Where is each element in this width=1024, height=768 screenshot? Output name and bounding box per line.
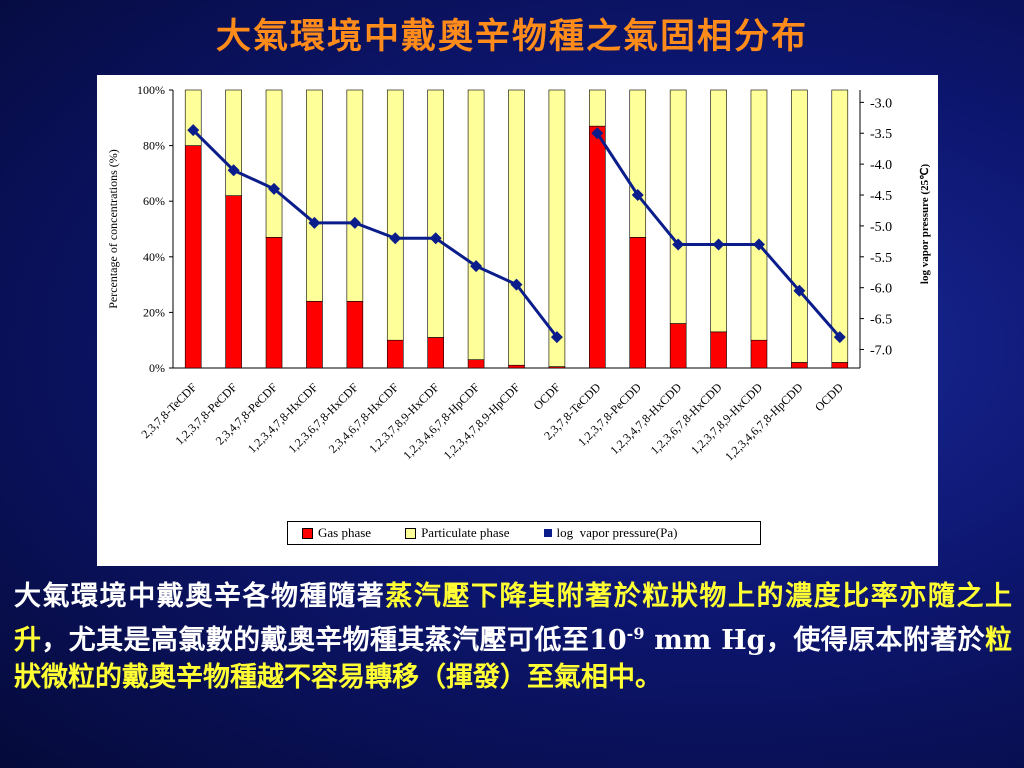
chart-legend: Gas phase Particulate phase log vapor pr…	[287, 521, 761, 545]
y-tick-label-right: -7.0	[870, 343, 892, 358]
bar-gas	[831, 362, 849, 369]
bar-gas	[750, 339, 768, 369]
vapor-pressure-marker	[510, 278, 523, 291]
legend-item-gas: Gas phase	[302, 525, 371, 541]
y-axis-label-right: log vapor pressure (25℃)	[919, 164, 931, 285]
bar-particulate	[589, 89, 606, 127]
legend-swatch-particulate	[405, 527, 417, 539]
bar-gas	[386, 339, 404, 369]
chart-svg: 0% 20% 40% 60% 80% 100% -3.0 -3.5 -4.0 -4.5 -5.0 -5…	[106, 83, 931, 464]
y-tick-label-left: 60%	[143, 194, 165, 208]
bar-particulate	[265, 89, 283, 238]
bar-particulate	[346, 89, 364, 302]
y-tick-label-left: 40%	[143, 250, 165, 264]
bar-particulate	[548, 89, 566, 367]
bar-gas	[306, 300, 323, 369]
x-tick-label: OCDF	[530, 380, 563, 413]
bar-gas	[710, 331, 727, 369]
y-tick-label-right: -4.5	[870, 189, 892, 204]
bar-particulate	[750, 89, 768, 341]
bar-particulate	[427, 89, 444, 338]
caption-highlight-1: 蒸汽壓下降其附著於粒狀物上的濃度比率亦隨之上升	[14, 581, 1012, 656]
vapor-pressure-marker	[550, 331, 563, 344]
vapor-pressure-marker	[793, 284, 806, 297]
bar-gas	[265, 237, 283, 369]
legend-item-particulate: Particulate phase	[405, 525, 510, 541]
vapor-pressure-marker	[187, 124, 200, 137]
bar-particulate	[467, 89, 485, 360]
x-tick-label: 1,2,3,4,6,7,8-HpCDD	[722, 380, 806, 464]
bar-particulate	[791, 89, 808, 363]
vapor-pressure-marker	[833, 331, 846, 344]
caption-part-3: ，尤其是高氯數的戴奧辛物種其蒸汽壓可低至10	[41, 625, 627, 656]
vapor-pressure-marker	[308, 216, 321, 229]
bar-particulate	[225, 89, 242, 196]
legend-label-particulate: Particulate phase	[421, 525, 510, 540]
legend-label-gas: Gas phase	[318, 525, 372, 540]
x-tick-label: 2,3,4,6,7,8-HxCDF	[326, 380, 402, 456]
y-tick-label-left: 80%	[143, 139, 165, 153]
y-tick-label-left: 20%	[143, 305, 165, 319]
bar-gas	[589, 125, 606, 369]
x-tick-label: 1,2,3,7,8,9-HxCDD	[688, 380, 765, 457]
y-tick-label-right: -4.0	[870, 158, 892, 173]
vapor-pressure-marker	[591, 127, 604, 140]
legend-item-vapor: log vapor pressure(Pa)	[543, 525, 678, 541]
bar-gas	[467, 359, 485, 369]
bar-gas	[791, 362, 808, 369]
bar-gas	[184, 145, 202, 369]
y-axis-label-left: Percentage of concentrations (%)	[106, 149, 120, 309]
vapor-pressure-line-pcdf	[192, 129, 559, 339]
bar-particulate	[629, 89, 647, 238]
vapor-pressure-marker	[752, 238, 765, 251]
vapor-pressure-marker	[268, 182, 281, 195]
bar-particulate	[508, 89, 525, 366]
legend-swatch-gas	[302, 527, 313, 539]
vapor-pressure-marker	[348, 216, 361, 229]
y-tick-label-right: -5.0	[870, 220, 892, 235]
vapor-pressure-marker	[712, 238, 725, 251]
vapor-pressure-marker	[470, 260, 483, 273]
bar-particulate	[306, 89, 323, 302]
bar-gas	[669, 323, 687, 369]
x-tick-label: 1,2,3,4,7,8-HxCDF	[245, 380, 321, 456]
bar-gas	[427, 337, 444, 369]
x-tick-label: 1,2,3,4,7,8,9-HpCDF	[441, 380, 523, 462]
caption-part-4: mm Hg，使得原本附著於	[644, 625, 986, 656]
y-tick-label-left: 100%	[137, 83, 165, 97]
vapor-pressure-marker	[631, 189, 644, 202]
bar-gas	[346, 300, 364, 369]
y-tick-label-left: 0%	[149, 361, 165, 375]
caption-part-1: 大氣環境中戴奧辛各物種隨著	[14, 581, 386, 612]
slide-caption: 大氣環境中戴奧辛各物種隨著蒸汽壓下降其附著於粒狀物上的濃度比率亦隨之上升，尤其是…	[14, 578, 1012, 696]
chart-panel: 0% 20% 40% 60% 80% 100% -3.0 -3.5 -4.0 -4.5 -5.0 -5…	[97, 75, 938, 566]
y-tick-label-right: -5.5	[870, 251, 892, 266]
bar-gas	[629, 237, 647, 369]
bar-gas	[508, 364, 525, 369]
legend-label-vapor: log vapor pressure(Pa)	[556, 525, 678, 540]
caption-exponent: -9	[626, 624, 645, 643]
vapor-pressure-marker	[227, 164, 240, 177]
x-tick-label: 1,2,3,6,7,8-HxCDF	[285, 380, 361, 456]
bar-particulate	[710, 89, 727, 333]
x-tick-label: 1,2,3,7,8,9-HxCDF	[366, 380, 442, 456]
vapor-pressure-marker	[672, 238, 685, 251]
x-tick-label: 1,2,3,4,7,8-HxCDD	[607, 380, 684, 457]
vapor-pressure-marker	[429, 232, 442, 245]
y-tick-label-right: -6.5	[870, 313, 892, 328]
x-tick-label: OCDD	[812, 380, 846, 414]
bar-gas	[225, 195, 242, 369]
bar-particulate	[831, 89, 849, 363]
legend-marker-vapor	[543, 529, 552, 537]
bar-particulate	[669, 89, 687, 324]
caption-highlight-2: 粒狀微粒的戴奧辛物種越不容易轉移（揮發）至氣相中。	[14, 625, 1013, 693]
x-tick-label: 1,2,3,6,7,8-HxCDD	[648, 380, 725, 457]
slide-title: 大氣環境中戴奧辛物種之氣固相分布	[215, 16, 808, 57]
y-tick-label-right: -3.5	[870, 127, 892, 142]
y-tick-label-right: -3.0	[870, 96, 892, 111]
vapor-pressure-marker	[389, 232, 402, 245]
x-tick-label: 1,2,3,4,6,7,8-HpCDF	[400, 380, 482, 462]
y-tick-label-right: -6.0	[870, 282, 892, 297]
bar-particulate	[386, 89, 404, 341]
